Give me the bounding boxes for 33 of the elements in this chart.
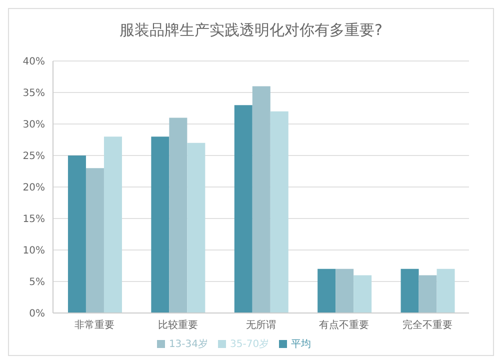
- x-tick-label: 比较重要: [158, 319, 198, 332]
- legend-label: 13-34岁: [168, 339, 208, 350]
- x-tick-label: 有点不重要: [319, 319, 370, 332]
- y-tick-label: 40%: [22, 56, 45, 68]
- bar: [418, 275, 437, 313]
- bar: [252, 86, 270, 313]
- y-tick-label: 30%: [22, 120, 45, 131]
- bar: [68, 156, 86, 313]
- y-tick-label: 0%: [29, 308, 45, 320]
- y-tick-label: 5%: [29, 277, 45, 288]
- y-tick-label: 20%: [22, 182, 45, 194]
- legend-label: 平均: [291, 339, 312, 350]
- bar: [318, 268, 336, 313]
- y-tick-label: 15%: [22, 214, 45, 226]
- bar: [234, 105, 252, 313]
- bar: [336, 268, 354, 313]
- x-tick-label: 非常重要: [74, 319, 115, 332]
- bar: [436, 268, 455, 313]
- y-tick-label: 25%: [22, 151, 45, 162]
- bar: [86, 168, 104, 313]
- bar: [270, 111, 288, 313]
- legend-label: 35-70岁: [230, 339, 270, 350]
- x-tick-label: 无所谓: [246, 319, 276, 332]
- bar: [151, 136, 170, 313]
- bar: [187, 142, 206, 313]
- chart-title: 服装品牌生产实践透明化对你有多重要?: [118, 20, 384, 41]
- x-tick-label: 完全不重要: [402, 319, 452, 332]
- bar: [354, 275, 372, 313]
- bar: [104, 136, 122, 313]
- y-tick-label: 35%: [22, 88, 45, 100]
- bar: [400, 268, 419, 313]
- y-tick-label: 10%: [22, 246, 45, 257]
- bar: [169, 118, 188, 313]
